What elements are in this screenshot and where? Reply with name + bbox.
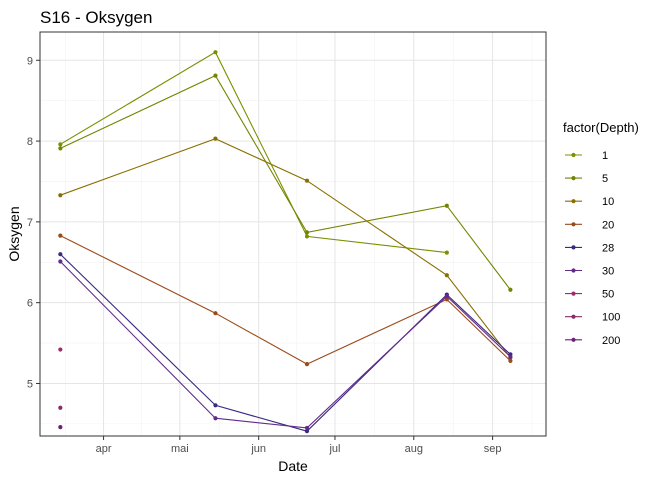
data-point [304,178,310,183]
legend-items: 1 5 10 20 28 30 50 100 200 [565,150,620,347]
legend-key-point [571,199,576,204]
data-point [444,297,449,302]
legend-label: 50 [602,289,614,301]
legend-key-point [571,291,576,296]
legend-key-point [571,337,576,342]
data-point [304,361,310,367]
series-100 [58,405,63,410]
data-point [213,403,218,408]
legend-item: 50 [565,289,614,301]
major-gridlines [40,32,546,436]
chart-title: S16 - Oksygen [40,8,152,27]
legend-label: 28 [602,242,614,254]
legend-item: 100 [565,312,620,324]
data-point [213,50,218,55]
legend-key-point [571,314,576,319]
legend-key-point [571,245,576,250]
legend-key-point [571,268,576,273]
series-line [60,51,447,254]
x-tick-label: aug [405,443,423,455]
series-5 [58,73,513,292]
minor-gridlines [40,32,546,436]
data-point [213,136,218,141]
legend-label: 20 [602,219,614,231]
data-point [304,234,310,239]
legend-label: 10 [602,196,614,208]
series-50 [58,347,63,352]
data-point [304,425,310,431]
data-point [58,425,63,430]
legend-label: 30 [602,266,614,278]
data-point [444,250,449,255]
data-point [304,230,310,235]
series-layer [58,50,513,434]
legend-label: 1 [602,150,608,162]
y-tick-label: 6 [27,298,33,310]
y-tick-label: 7 [27,217,33,229]
legend-key-point [571,222,576,227]
x-axis-title: Date [278,458,308,474]
data-point [58,193,63,198]
data-point [58,142,63,147]
legend: factor(Depth) 1 5 10 20 28 30 50 100 200 [563,120,639,347]
legend-item: 30 [565,266,614,278]
series-30 [58,259,513,431]
plot-border [39,31,547,437]
data-point [213,73,218,78]
plot-panel [39,31,547,437]
legend-item: 1 [565,150,608,162]
legend-item: 5 [565,173,608,185]
legend-item: 20 [565,219,614,231]
series-200 [58,425,63,430]
data-point [304,429,310,434]
series-1 [58,50,449,255]
y-axis-title: Oksygen [6,206,22,261]
legend-item: 200 [565,335,620,347]
series-10 [58,136,513,360]
data-point [58,347,63,352]
y-tick-label: 5 [27,378,33,390]
legend-item: 10 [565,196,614,208]
y-axis: 5 6 7 8 9 [27,55,40,390]
legend-key-point [571,152,576,158]
data-point [213,311,218,316]
data-point [58,252,63,257]
series-20 [58,233,513,367]
legend-label: 5 [602,173,608,185]
legend-title: factor(Depth) [563,120,639,135]
x-tick-label: sep [484,443,502,455]
data-point [508,287,513,292]
legend-item: 28 [565,242,614,254]
data-point [58,405,63,410]
data-point [444,203,449,208]
y-tick-label: 9 [27,55,33,67]
x-tick-label: apr [96,443,112,455]
legend-label: 100 [602,312,620,324]
data-point [213,416,218,421]
legend-key-point [571,176,576,181]
data-point [58,233,63,238]
data-point [58,146,63,151]
y-tick-label: 8 [27,136,33,148]
data-point [58,259,63,264]
x-tick-label: jul [328,443,340,455]
legend-label: 200 [602,335,620,347]
x-tick-label: jun [250,443,266,455]
data-point [508,358,513,363]
data-point [508,354,513,359]
data-point [444,273,449,278]
x-axis: apr mai jun jul aug sep [96,436,502,455]
x-tick-label: mai [171,443,189,455]
data-point [444,294,449,299]
